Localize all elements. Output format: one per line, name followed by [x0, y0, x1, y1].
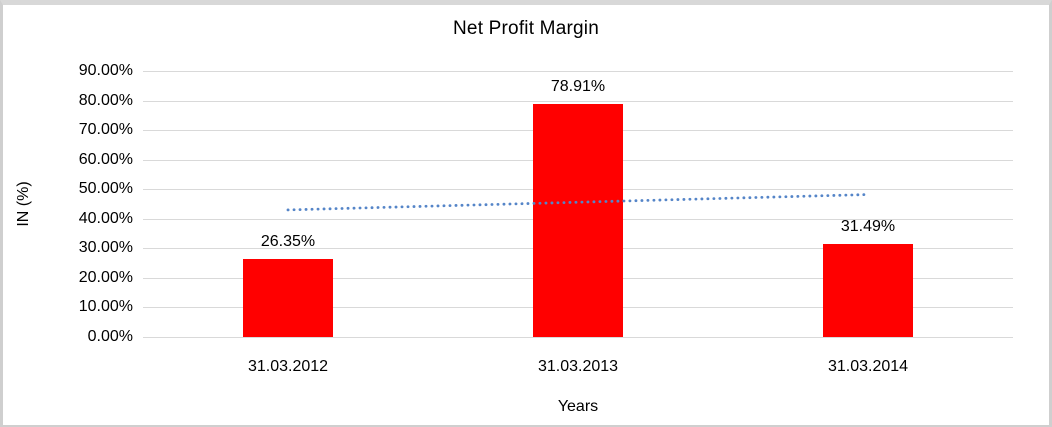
- x-axis-tick-label: 31.03.2012: [247, 358, 329, 375]
- bar-31.03.2014: [823, 243, 913, 337]
- x-axis-title: Years: [557, 398, 599, 415]
- y-axis-tick-label: 20.00%: [78, 268, 133, 286]
- bar-value-label: 78.91%: [550, 77, 606, 95]
- gridline: [143, 337, 1013, 338]
- y-axis-tick-label: 80.00%: [78, 91, 133, 109]
- y-axis-tick-label: 90.00%: [78, 62, 133, 79]
- y-axis-tick-label: 30.00%: [78, 239, 133, 257]
- y-axis-tick-label: 70.00%: [78, 121, 133, 139]
- y-axis-tick-label: 10.00%: [78, 298, 133, 316]
- plot-area: [143, 71, 1013, 338]
- bar-31.03.2013: [533, 103, 623, 337]
- x-axis-tick-label: 31.03.2014: [827, 358, 909, 375]
- gridline: [143, 100, 1013, 102]
- bar-value-label: 26.35%: [260, 233, 316, 251]
- y-axis-tick-label: 0.00%: [87, 328, 133, 345]
- gridline: [143, 71, 1013, 72]
- y-axis-tick-label: 40.00%: [78, 209, 133, 227]
- y-axis-tick-label: 60.00%: [78, 150, 133, 168]
- x-axis-tick-label: 31.03.2013: [537, 358, 619, 375]
- chart-title: Net Profit Margin: [453, 18, 599, 39]
- bar-value-label: 31.49%: [840, 217, 896, 235]
- y-axis-title-text: IN (%): [15, 181, 32, 227]
- bar-31.03.2012: [243, 259, 333, 337]
- y-axis-tick-label: 50.00%: [78, 180, 133, 198]
